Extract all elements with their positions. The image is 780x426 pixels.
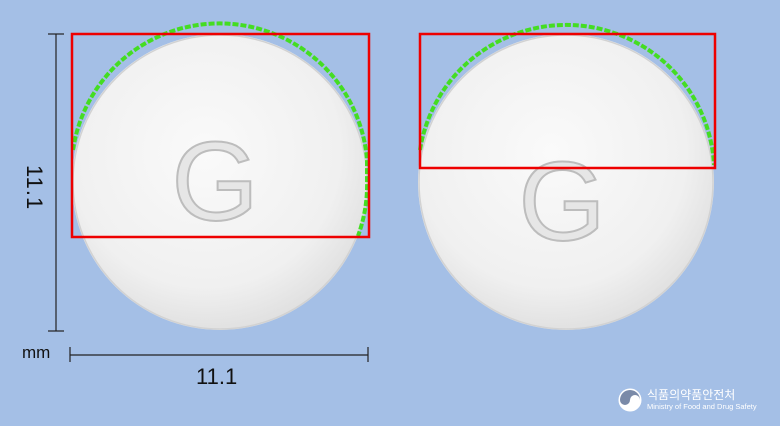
height-ruler [48,33,64,332]
bbox-right [418,32,717,170]
width-ruler [69,347,369,362]
imprint-right: G [518,139,605,264]
agency-name-english: Ministry of Food and Drug Safety [647,402,757,411]
contour-right [418,22,716,166]
tablet-right: G [418,34,714,330]
width-dimension-label: 11.1 [196,364,238,389]
tablet-left: G [72,34,368,330]
imprint-left: G [171,119,258,244]
bbox-left [70,32,371,239]
agency-name-korean: 식품의약품안전처 [647,388,736,402]
unit-label: mm [22,343,51,362]
mfds-emblem-icon [618,388,642,412]
height-dimension-label: 11.1 [22,165,47,211]
contour-left [71,21,370,237]
